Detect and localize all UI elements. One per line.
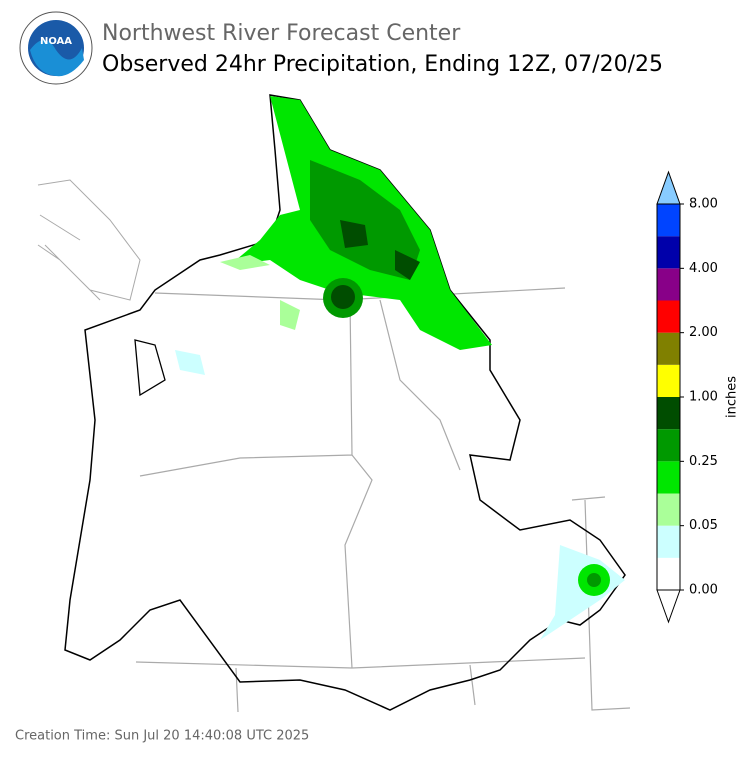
colorbar-over [656, 170, 681, 205]
logo-text: NOAA [40, 36, 72, 47]
colorbar-segment [657, 364, 680, 397]
colorbar-under [656, 589, 681, 624]
colorbar-segment [657, 332, 680, 365]
colorbar-segment [657, 461, 680, 494]
agency: Northwest River Forecast Center [102, 21, 461, 46]
colorbar-tick-label: 8.00 [689, 197, 718, 212]
colorbar-tick-label: 2.00 [689, 325, 718, 340]
colorbar-segment [657, 300, 680, 333]
title: Observed 24hr Precipitation, Ending 12Z,… [102, 52, 663, 77]
colorbar-segment [657, 493, 680, 526]
colorbar-segment [657, 525, 680, 558]
precip-areas [175, 96, 625, 640]
colorbar-tick-label: 1.00 [689, 390, 718, 405]
map [37, 94, 631, 713]
colorbar-segment [657, 557, 680, 590]
colorbar-tick-label: 0.00 [689, 583, 718, 598]
colorbar-segment [657, 397, 680, 430]
colorbar-segment [657, 268, 680, 301]
colorbar-tick-label: 0.25 [689, 454, 718, 469]
colorbar-tick-label: 4.00 [689, 261, 718, 276]
colorbar-segment [657, 236, 680, 269]
colorbar-label: inches [725, 376, 740, 418]
creation-time: Creation Time: Sun Jul 20 14:40:08 UTC 2… [15, 729, 309, 744]
colorbar-segment [657, 204, 680, 237]
colorbar-segment [657, 429, 680, 462]
colorbar-tick-label: 0.05 [689, 518, 718, 533]
logo: NOAA [19, 11, 93, 85]
colorbar: 0.00 0.05 0.25 1.00 2.00 4.00 8.00 [656, 170, 718, 624]
